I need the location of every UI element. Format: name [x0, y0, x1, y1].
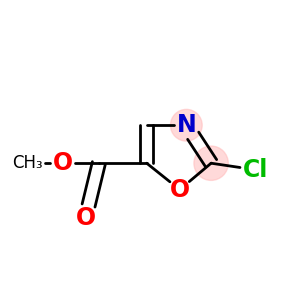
Text: Cl: Cl: [243, 158, 268, 182]
Text: O: O: [170, 178, 190, 202]
Circle shape: [170, 110, 202, 141]
Text: O: O: [52, 151, 73, 175]
Text: CH₃: CH₃: [13, 154, 43, 172]
Text: N: N: [176, 113, 196, 137]
Text: O: O: [76, 206, 96, 230]
Circle shape: [194, 146, 228, 180]
